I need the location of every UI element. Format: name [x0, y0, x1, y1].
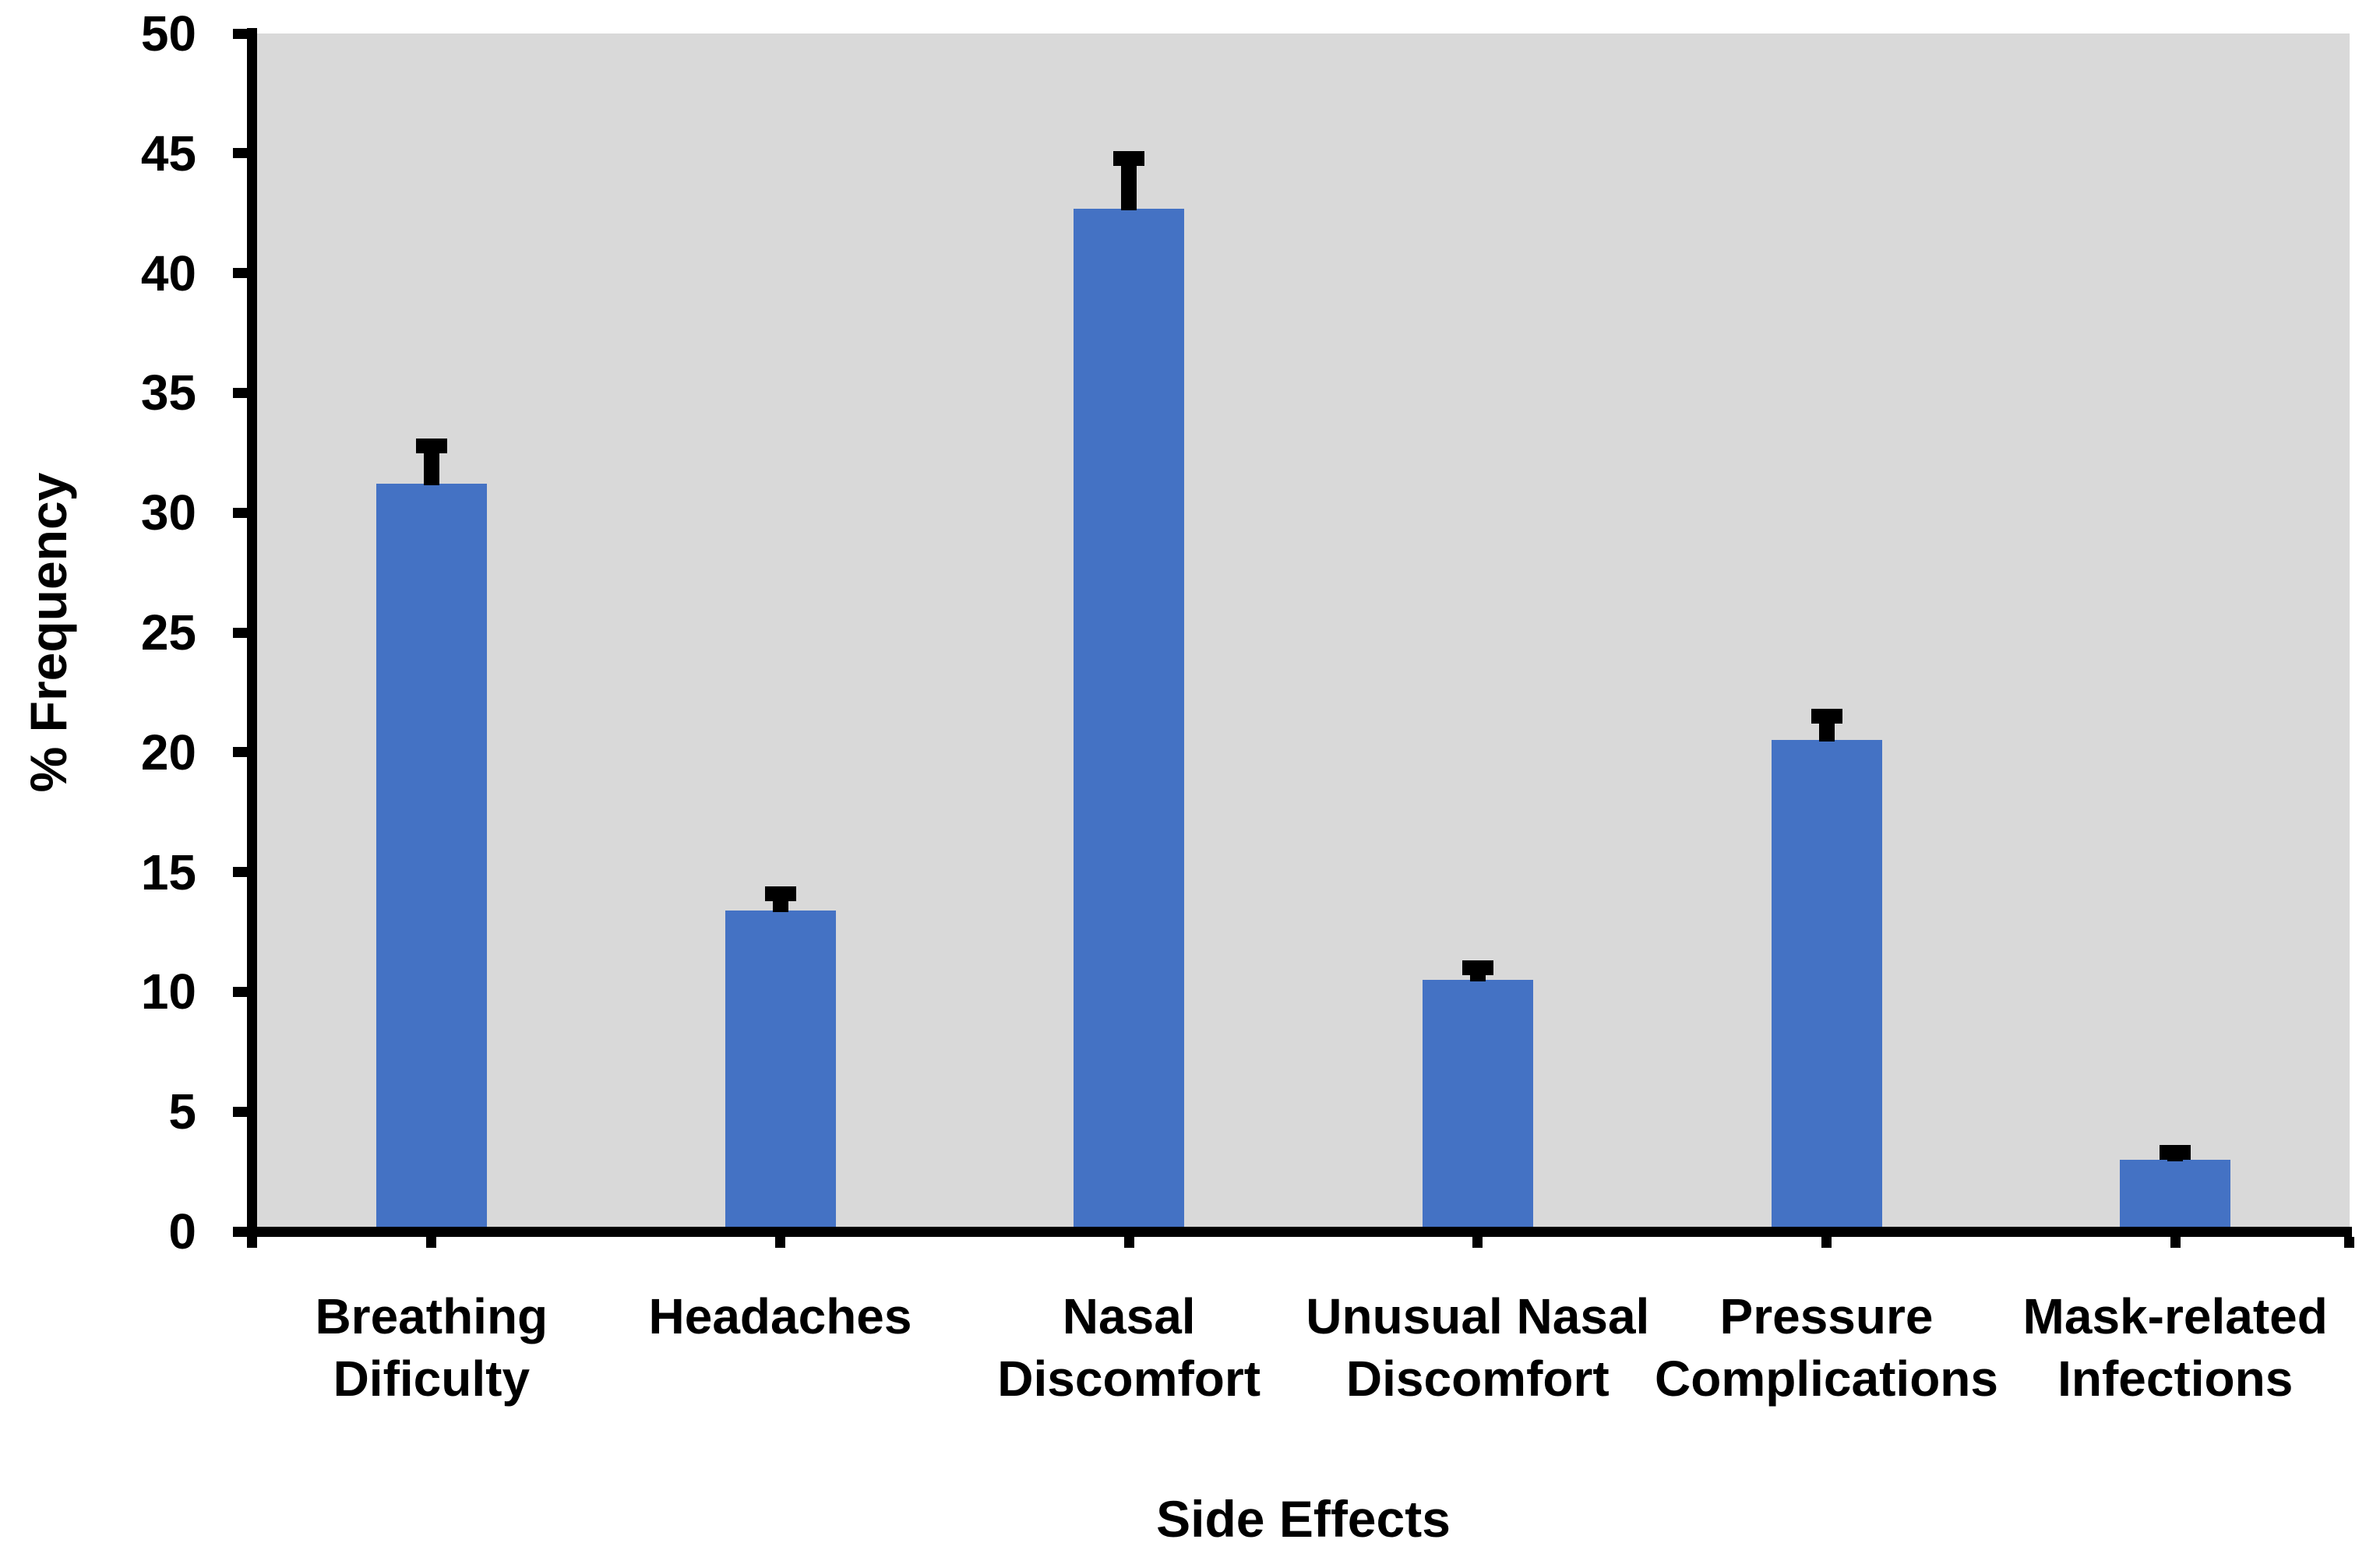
error-bar-cap-0: [415, 438, 447, 453]
x-tick-5: [1821, 1236, 1832, 1248]
error-bar-cap-3: [1461, 960, 1493, 976]
x-tick-1: [426, 1236, 437, 1248]
y-tick-5: [233, 1106, 257, 1117]
bar-1: [725, 910, 836, 1231]
category-label-2: Nasal Discomfort: [997, 1288, 1261, 1407]
y-tick-30: [233, 507, 257, 518]
y-tick-label-0: 0: [168, 1203, 196, 1259]
y-tick-label-30: 30: [140, 484, 196, 541]
bar-2: [1074, 208, 1185, 1231]
error-bar-whisker-2: [1121, 158, 1137, 210]
category-label-1: Headaches: [648, 1288, 912, 1344]
y-tick-20: [233, 747, 257, 758]
y-tick-label-15: 15: [140, 844, 196, 900]
x-tick-0: [247, 1236, 257, 1248]
y-tick-label-50: 50: [140, 5, 196, 62]
y-tick-label-10: 10: [140, 963, 196, 1020]
bar-4: [1771, 740, 1882, 1231]
x-axis-title: Side Effects: [1156, 1490, 1451, 1548]
bar-5: [2120, 1159, 2231, 1231]
x-tick-6: [2170, 1236, 2181, 1248]
error-bar-cap-5: [2160, 1145, 2191, 1160]
error-bar-cap-1: [764, 886, 796, 901]
y-tick-25: [233, 627, 257, 638]
y-tick-label-25: 25: [140, 604, 196, 661]
category-label-0: Breathing Dificulty: [315, 1288, 548, 1407]
y-tick-label-40: 40: [140, 245, 196, 301]
y-axis-title: % Frequency: [19, 472, 77, 793]
error-bar-whisker-0: [423, 446, 439, 486]
y-tick-label-5: 5: [168, 1083, 196, 1140]
x-tick-2: [775, 1236, 785, 1248]
category-label-4: Pressure Complications: [1655, 1288, 1998, 1407]
bar-0: [376, 484, 487, 1231]
y-tick-10: [233, 986, 257, 997]
y-tick-40: [233, 268, 257, 279]
y-tick-0: [233, 1226, 257, 1237]
y-tick-35: [233, 387, 257, 398]
error-bar-cap-4: [1811, 709, 1842, 724]
y-tick-label-45: 45: [140, 125, 196, 181]
y-tick-50: [233, 28, 257, 39]
x-tick-7: [2343, 1236, 2354, 1248]
y-tick-label-35: 35: [140, 365, 196, 421]
x-axis-line: [247, 1226, 2352, 1237]
error-bar-cap-2: [1113, 150, 1145, 166]
y-tick-45: [233, 148, 257, 159]
category-label-5: Mask-related Infections: [2022, 1288, 2328, 1407]
y-tick-label-20: 20: [140, 724, 196, 780]
x-tick-4: [1472, 1236, 1483, 1248]
plot-area: [257, 33, 2350, 1231]
y-tick-15: [233, 867, 257, 878]
x-tick-3: [1123, 1236, 1134, 1248]
category-label-3: Unusual Nasal Discomfort: [1306, 1288, 1650, 1407]
bar-3: [1422, 980, 1533, 1231]
